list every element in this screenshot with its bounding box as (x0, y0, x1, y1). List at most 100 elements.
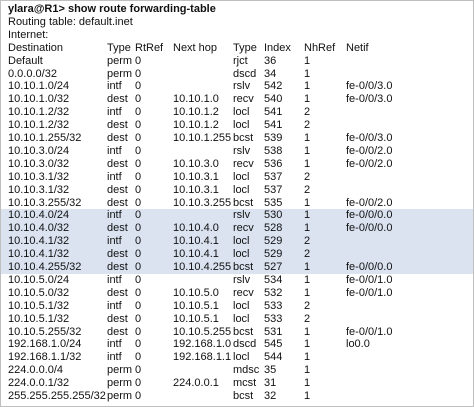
table-cell: 224.0.0.0/4 (8, 364, 64, 377)
row-highlight (1, 234, 473, 248)
table-cell: 10.10.5.1/32 (8, 312, 70, 325)
table-cell: 10.10.3.1 (173, 183, 219, 196)
table-cell: lo0.0 (346, 338, 370, 351)
table-cell: intf (107, 273, 122, 286)
table-cell: 31 (264, 377, 277, 390)
table-cell: 35 (264, 364, 277, 377)
table-cell: 527 (264, 261, 283, 273)
table-cell: 535 (264, 196, 283, 209)
table-cell: 1 (304, 390, 311, 402)
column-header: Netif (346, 41, 369, 54)
table-cell: intf (107, 106, 122, 119)
table-cell: 10.10.3.1/32 (8, 183, 70, 196)
table-cell: 0 (135, 119, 142, 132)
table-cell: 538 (264, 144, 283, 157)
table-cell: 10.10.3.1/32 (8, 170, 70, 183)
table-cell: 0 (135, 364, 142, 377)
table-cell: 0 (135, 273, 142, 286)
table-cell: intf (107, 80, 122, 93)
column-header: Next hop (173, 41, 218, 54)
table-cell: 192.168.1.0 (173, 338, 232, 351)
table-cell: dest (107, 261, 128, 273)
table-cell: fe-0/0/1.0 (346, 325, 393, 338)
table-cell: locl (233, 119, 250, 132)
output-line: Routing table: default.inet (8, 15, 133, 28)
table-cell: 1 (304, 209, 311, 222)
table-cell: fe-0/0/0.0 (346, 261, 393, 273)
table-cell: rslv (233, 144, 251, 157)
table-cell: fe-0/0/2.0 (346, 157, 393, 170)
table-cell: 2 (304, 170, 311, 183)
table-cell: dest (107, 157, 128, 170)
table-cell: 0.0.0.0/32 (8, 67, 57, 80)
table-cell: locl (233, 248, 250, 261)
table-cell: locl (233, 299, 250, 312)
table-cell: intf (107, 351, 122, 364)
table-cell: dest (107, 286, 128, 299)
table-cell: 1 (304, 286, 311, 299)
table-cell: bcst (233, 196, 254, 209)
table-cell: 10.10.1.2/32 (8, 119, 70, 132)
table-cell: perm (107, 364, 133, 377)
column-header: Destination (8, 41, 64, 54)
table-cell: dest (107, 132, 128, 144)
table-cell: mdsc (233, 364, 260, 377)
table-cell: 10.10.4.1 (173, 248, 219, 261)
table-cell: bcst (233, 132, 254, 144)
table-cell: 2 (304, 119, 311, 132)
table-cell: 533 (264, 299, 283, 312)
command-line: ylara@R1> show route forwarding-table (8, 3, 216, 15)
table-cell: 1 (304, 325, 311, 338)
table-cell: 10.10.5.0 (173, 286, 219, 299)
table-cell: 1 (304, 377, 311, 390)
table-cell: 10.10.4.1 (173, 235, 219, 248)
table-cell: 10.10.1.0 (173, 93, 219, 106)
table-cell: 10.10.4.0 (173, 222, 219, 235)
table-cell: bcst (233, 325, 254, 338)
table-cell: 192.168.1.1 (173, 351, 232, 364)
table-cell: recv (233, 222, 254, 235)
table-cell: 32 (264, 390, 277, 402)
table-cell: perm (107, 67, 133, 80)
row-highlight (1, 260, 473, 274)
table-cell: 530 (264, 209, 283, 222)
table-cell: Default (8, 54, 43, 67)
table-cell: bcst (233, 390, 254, 402)
table-cell: 0 (135, 54, 142, 67)
table-cell: dest (107, 248, 128, 261)
table-cell: dest (107, 222, 128, 235)
table-cell: intf (107, 338, 122, 351)
output-line: Internet: (8, 28, 49, 41)
table-cell: fe-0/0/0.0 (346, 209, 393, 222)
table-cell: 0 (135, 390, 142, 402)
table-cell: bcst (233, 261, 254, 273)
table-cell: fe-0/0/3.0 (346, 93, 393, 106)
table-cell: 10.10.3.0/32 (8, 157, 70, 170)
table-cell: 537 (264, 183, 283, 196)
table-cell: 10.10.5.1 (173, 312, 219, 325)
table-cell: 10.10.1.2 (173, 119, 219, 132)
table-cell: fe-0/0/0.0 (346, 222, 393, 235)
table-cell: dest (107, 325, 128, 338)
table-cell: 529 (264, 235, 283, 248)
table-cell: rjct (233, 54, 248, 67)
table-cell: 255.255.255.255/32 (8, 390, 106, 402)
table-cell: intf (107, 235, 122, 248)
table-cell: 10.10.3.255 (173, 196, 232, 209)
table-cell: 10.10.4.0/32 (8, 222, 70, 235)
column-header: Type (107, 41, 131, 54)
table-cell: 0 (135, 170, 142, 183)
table-cell: intf (107, 144, 122, 157)
table-cell: recv (233, 157, 254, 170)
table-cell: locl (233, 183, 250, 196)
table-cell: 1 (304, 261, 311, 273)
table-cell: rslv (233, 273, 251, 286)
table-cell: 1 (304, 351, 311, 364)
table-cell: 10.10.4.255/32 (8, 261, 82, 273)
table-cell: perm (107, 54, 133, 67)
table-cell: 1 (304, 93, 311, 106)
table-cell: 2 (304, 235, 311, 248)
table-cell: 10.10.4.1/32 (8, 235, 70, 248)
table-cell: rslv (233, 209, 251, 222)
table-cell: 0 (135, 183, 142, 196)
